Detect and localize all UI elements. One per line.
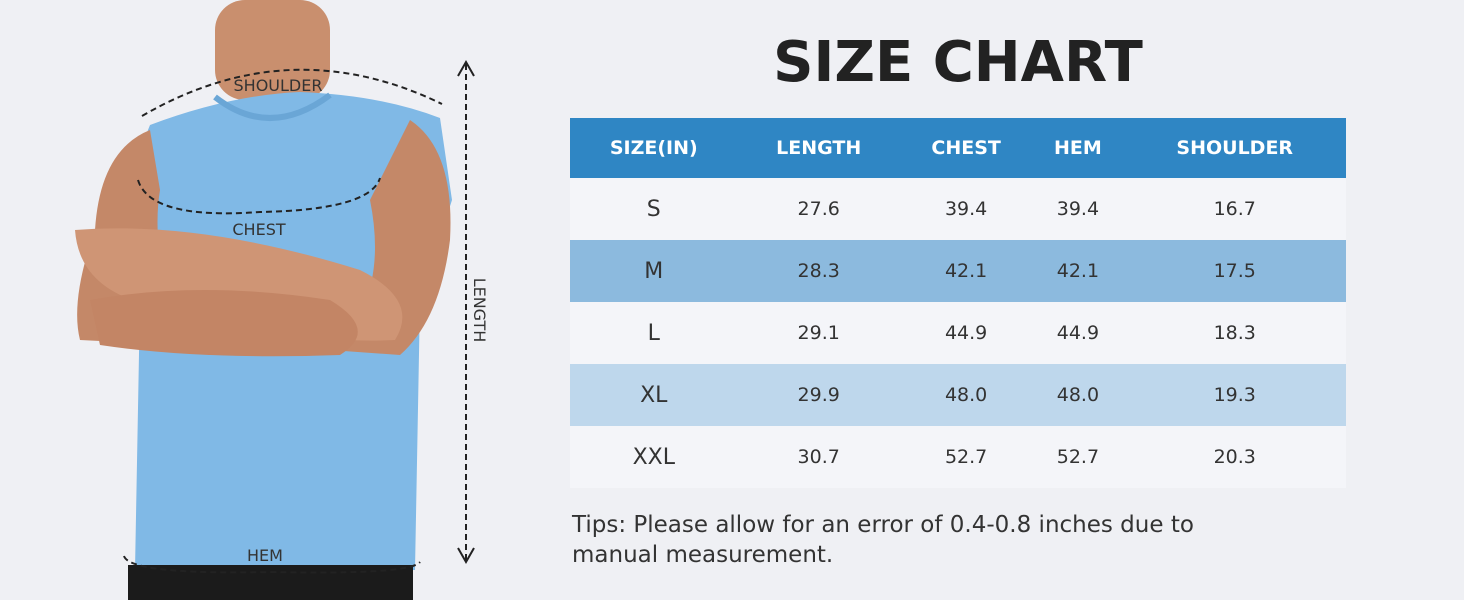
size-table: SIZE(IN) LENGTH CHEST HEM SHOULDER S 27.6 39.4…: [570, 118, 1346, 488]
collar: [213, 92, 332, 121]
size-cell: XXL: [570, 426, 738, 488]
value-cell: 18.3: [1123, 302, 1346, 364]
length-label: LENGTH: [470, 278, 489, 343]
title: SIZE CHART: [773, 30, 1143, 95]
value-cell: 44.9: [1032, 302, 1124, 364]
hem-measure: [123, 555, 421, 574]
value-cell: 52.7: [899, 426, 1033, 488]
size-cell: XL: [570, 364, 738, 426]
hem-label: HEM: [247, 546, 283, 565]
size-cell: S: [570, 178, 738, 240]
header-cell: SHOULDER: [1123, 118, 1346, 178]
value-cell: 39.4: [1032, 178, 1124, 240]
value-cell: 42.1: [899, 240, 1033, 302]
header-cell: SIZE(IN): [570, 118, 738, 178]
arrow-heads: [457, 59, 475, 565]
value-cell: 29.9: [737, 364, 900, 426]
right-arm: [330, 120, 451, 355]
value-cell: 48.0: [899, 364, 1033, 426]
table-body: S 27.6 39.4 39.4 16.7 M 28.3 42.1 42.1 17.5 L 29.1 4…: [570, 178, 1346, 488]
value-cell: 27.6: [737, 178, 900, 240]
value-cell: 48.0: [1032, 364, 1124, 426]
value-cell: 42.1: [1032, 240, 1124, 302]
value-cell: 19.3: [1123, 364, 1346, 426]
value-cell: 30.7: [737, 426, 900, 488]
shoulder-measure: [141, 68, 443, 117]
header-cell: LENGTH: [737, 118, 900, 178]
value-cell: 16.7: [1123, 178, 1346, 240]
table-row: S 27.6 39.4 39.4 16.7: [570, 178, 1346, 240]
table-row: XXL 30.7 52.7 52.7 20.3: [570, 426, 1346, 488]
header-cell: HEM: [1032, 118, 1124, 178]
shoulder-label: SHOULDER: [234, 76, 323, 95]
neck: [215, 0, 330, 100]
tips: Tips: Please allow for an error of 0.4-0…: [572, 512, 1194, 568]
table-row: L 29.1 44.9 44.9 18.3: [570, 302, 1346, 364]
chest-label: CHEST: [232, 220, 285, 239]
size-cell: L: [570, 302, 738, 364]
value-cell: 20.3: [1123, 426, 1346, 488]
value-cell: 29.1: [737, 302, 900, 364]
value-cell: 39.4: [899, 178, 1033, 240]
table-row: XL 29.9 48.0 48.0 19.3: [570, 364, 1346, 426]
header-cell: CHEST: [899, 118, 1033, 178]
table-row: M 28.3 42.1 42.1 17.5: [570, 240, 1346, 302]
header-row: SIZE(IN) LENGTH CHEST HEM SHOULDER: [570, 118, 1346, 178]
value-cell: 28.3: [737, 240, 900, 302]
value-cell: 44.9: [899, 302, 1033, 364]
value-cell: 52.7: [1032, 426, 1124, 488]
value-cell: 17.5: [1123, 240, 1346, 302]
size-cell: M: [570, 240, 738, 302]
crossed-forearm: [90, 290, 358, 357]
illustration: SHOULDER CHEST HEM LENGTH: [75, 0, 489, 600]
chest-measure: [137, 177, 381, 215]
